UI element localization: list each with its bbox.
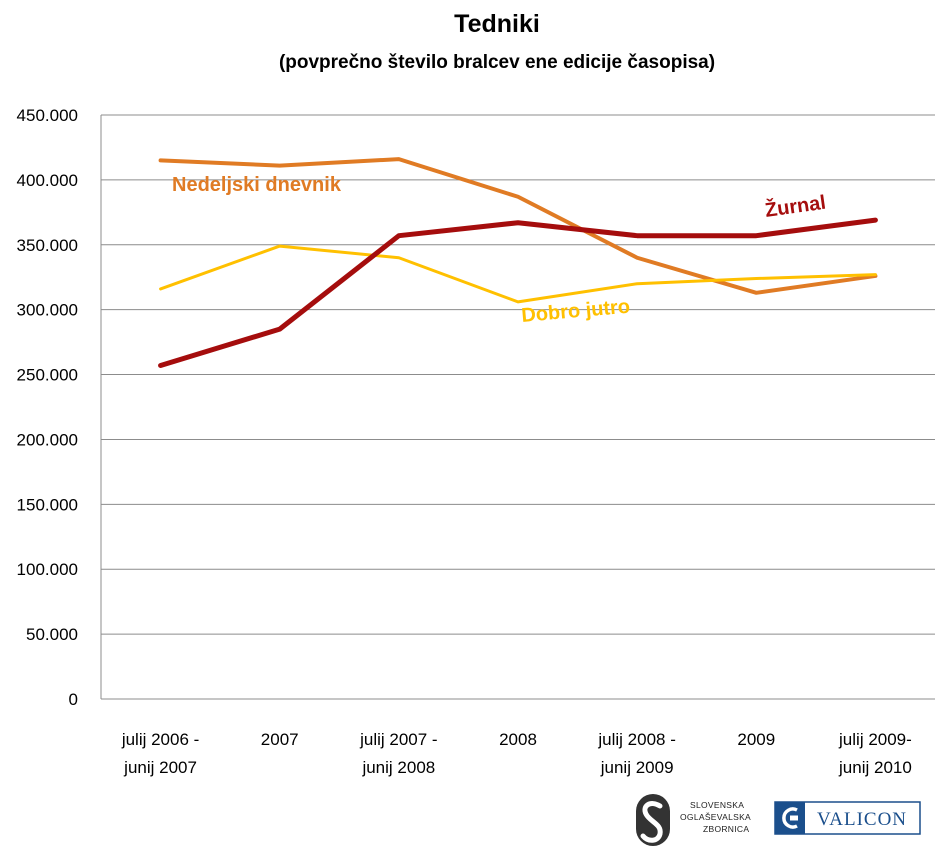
data-point-zurnal bbox=[517, 221, 519, 224]
data-point-zurnal bbox=[278, 328, 281, 331]
chart-title: Tedniki bbox=[454, 10, 540, 38]
y-tick-label: 0 bbox=[69, 690, 78, 709]
data-point-zurnal bbox=[755, 234, 758, 237]
y-tick-label: 300.000 bbox=[17, 301, 78, 320]
y-tick-label: 100.000 bbox=[17, 560, 78, 579]
data-point-nedeljski-dnevnik bbox=[397, 158, 400, 161]
valicon-logo-text: VALICON bbox=[817, 809, 907, 830]
x-tick-label: julij 2008 -junij 2009 bbox=[597, 730, 676, 777]
x-tick-label: julij 2009-junij 2010 bbox=[838, 730, 912, 777]
data-point-nedeljski-dnevnik bbox=[278, 164, 281, 167]
data-point-nedeljski-dnevnik bbox=[755, 291, 758, 294]
gridlines bbox=[100, 114, 935, 700]
data-point-dobro-jutro bbox=[517, 300, 519, 303]
soz-logo-line-1: SLOVENSKA bbox=[690, 800, 744, 810]
data-point-dobro-jutro bbox=[159, 287, 162, 290]
data-point-nedeljski-dnevnik bbox=[159, 159, 162, 162]
y-tick-label: 150.000 bbox=[17, 495, 78, 514]
data-point-dobro-jutro bbox=[874, 273, 877, 276]
x-tick-label: 2009 bbox=[737, 730, 775, 749]
data-point-zurnal bbox=[636, 234, 639, 237]
y-tick-label: 400.000 bbox=[17, 171, 78, 190]
y-tick-label: 200.000 bbox=[17, 430, 78, 449]
data-point-zurnal bbox=[159, 364, 162, 367]
soz-logo-line-2: OGLAŠEVALSKA bbox=[680, 812, 751, 822]
x-tick-label: 2008 bbox=[499, 730, 537, 749]
y-tick-label: 350.000 bbox=[17, 236, 78, 255]
valicon-c-bar bbox=[790, 815, 798, 821]
data-point-dobro-jutro bbox=[636, 282, 639, 285]
series-label-nedeljski-dnevnik: Nedeljski dnevnik bbox=[172, 174, 342, 196]
data-point-zurnal bbox=[874, 219, 877, 222]
chart-subtitle: (povprečno število bralcev ene edicije č… bbox=[279, 52, 715, 73]
series-line-dobro-jutro bbox=[159, 244, 877, 304]
x-tick-label: julij 2006 -junij 2007 bbox=[121, 730, 200, 777]
x-tick-label: julij 2007 -junij 2008 bbox=[359, 730, 438, 777]
soz-logo: SLOVENSKA OGLAŠEVALSKA ZBORNICA bbox=[636, 794, 751, 846]
x-axis-ticks: julij 2006 -junij 2007 2007 julij 2007 -ju… bbox=[121, 730, 912, 777]
valicon-logo: VALICON bbox=[774, 801, 921, 835]
y-tick-label: 450.000 bbox=[17, 106, 78, 125]
soz-logo-line-3: ZBORNICA bbox=[703, 824, 749, 834]
data-point-zurnal bbox=[397, 234, 400, 237]
data-point-dobro-jutro bbox=[755, 277, 758, 280]
data-point-nedeljski-dnevnik bbox=[517, 195, 519, 198]
soz-logo-s-icon bbox=[640, 801, 663, 843]
data-point-dobro-jutro bbox=[397, 256, 400, 259]
x-tick-label: 2007 bbox=[261, 730, 299, 749]
y-tick-label: 50.000 bbox=[26, 625, 78, 644]
data-point-nedeljski-dnevnik bbox=[636, 256, 639, 259]
valicon-c-icon bbox=[782, 807, 798, 829]
data-point-dobro-jutro bbox=[278, 245, 281, 248]
series-label-zurnal: Žurnal bbox=[763, 190, 827, 222]
series-lines bbox=[158, 157, 878, 368]
y-axis-ticks: 0 50.000 100.000 150.000 200.000 250.000 300.0… bbox=[17, 106, 78, 709]
y-tick-label: 250.000 bbox=[17, 366, 78, 385]
